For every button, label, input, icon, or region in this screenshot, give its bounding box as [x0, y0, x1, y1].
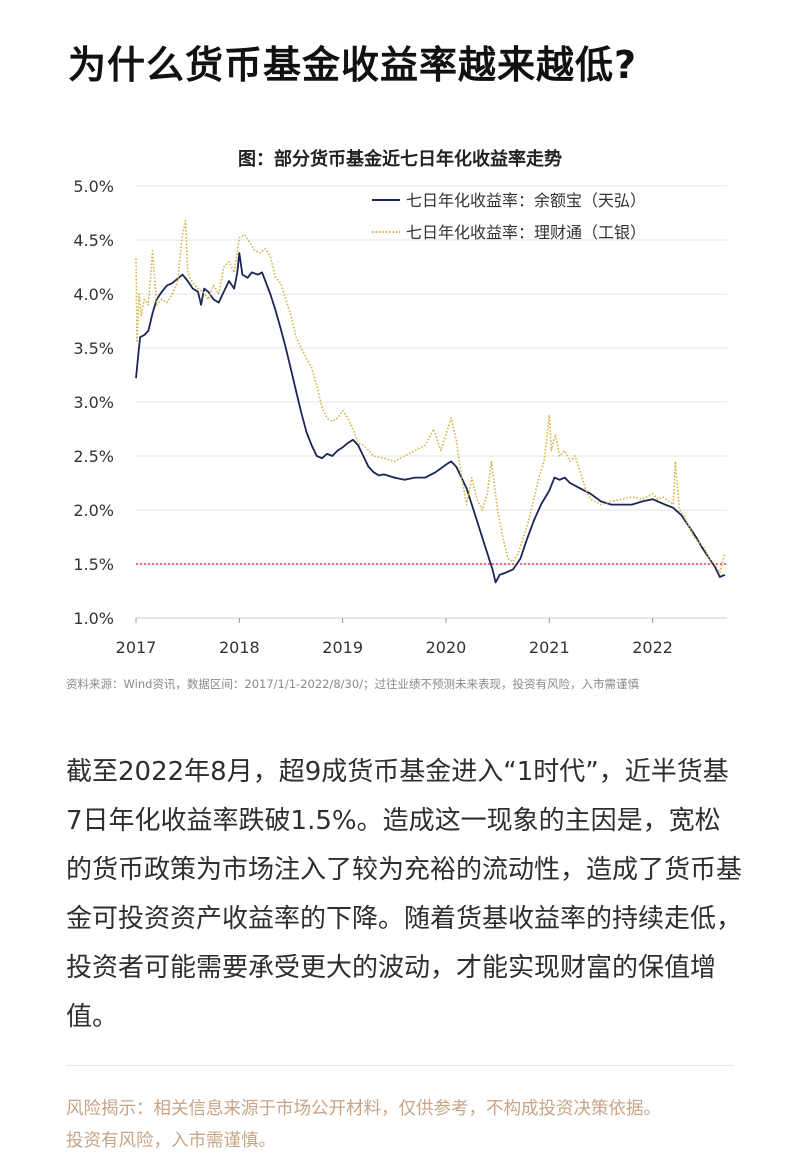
y-tick-label: 2.0% — [73, 501, 114, 520]
y-tick-label: 3.0% — [73, 393, 114, 412]
yield-chart-svg: 图：部分货币基金近七日年化收益率走势 5.0% 4.5% 4.0% 3.5% 3.0% 2… — [73, 148, 727, 657]
x-axis-ticks: 2017 2018 2019 2020 2021 2022 — [116, 618, 673, 657]
x-tick-label: 2020 — [426, 638, 467, 657]
chart-gridlines — [136, 185, 727, 619]
legend-label-0: 七日年化收益率：余额宝（天弘） — [406, 191, 646, 210]
chart-title: 图：部分货币基金近七日年化收益率走势 — [238, 148, 562, 170]
yield-chart: 图：部分货币基金近七日年化收益率走势 5.0% 4.5% 4.0% 3.5% 3.0% 2… — [0, 130, 800, 700]
x-tick-label: 2017 — [116, 638, 157, 657]
y-tick-label: 5.0% — [73, 177, 114, 196]
x-tick-label: 2021 — [529, 638, 570, 657]
body-paragraph: 截至2022年8月，超9成货币基金进入“1时代”，近半货基7日年化收益率跌破1.… — [66, 757, 743, 1032]
x-tick-label: 2022 — [632, 638, 673, 657]
series-line-1 — [135, 219, 726, 574]
y-tick-label: 1.0% — [73, 609, 114, 628]
series-lines — [135, 219, 726, 584]
page-headline: 为什么货币基金收益率越来越低? — [68, 43, 638, 87]
source-note: 资料来源：Wind资讯，数据区间：2017/1/1-2022/8/30/；过往业… — [66, 677, 640, 691]
y-axis-ticks: 5.0% 4.5% 4.0% 3.5% 3.0% 2.5% 2.0% 1.5% 1.0% — [73, 177, 114, 628]
x-tick-label: 2018 — [219, 638, 260, 657]
y-tick-label: 1.5% — [73, 555, 114, 574]
y-tick-label: 2.5% — [73, 447, 114, 466]
x-tick-label: 2019 — [322, 638, 363, 657]
chart-legend: 七日年化收益率：余额宝（天弘） 七日年化收益率：理财通（工银） — [372, 191, 646, 242]
y-tick-label: 4.5% — [73, 231, 114, 250]
y-tick-label: 3.5% — [73, 339, 114, 358]
section-divider — [66, 1065, 734, 1066]
risk-disclosure: 风险揭示：相关信息来源于市场公开材料，仅供参考，不构成投资决策依据。投资有风险，… — [66, 1099, 661, 1151]
legend-label-1: 七日年化收益率：理财通（工银） — [406, 223, 646, 242]
y-tick-label: 4.0% — [73, 285, 114, 304]
series-line-0 — [135, 252, 726, 584]
